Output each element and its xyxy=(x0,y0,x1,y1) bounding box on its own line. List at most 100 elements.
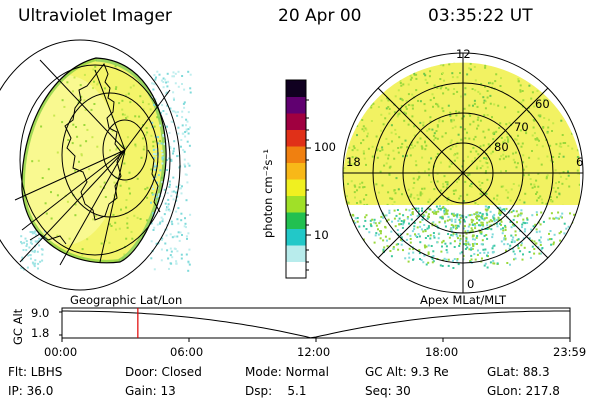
polar-panel-label: Apex MLat/MLT xyxy=(420,293,507,307)
polar-night-pixel xyxy=(542,220,545,223)
polar-pixel xyxy=(384,117,387,120)
polar-pixel xyxy=(506,196,509,199)
polar-night-pixel xyxy=(470,258,473,261)
geo-noise-pixel xyxy=(155,242,158,245)
polar-pixel xyxy=(429,120,432,123)
polar-pixel xyxy=(502,153,505,156)
polar-pixel xyxy=(363,81,366,84)
polar-night-pixel xyxy=(522,253,524,256)
polar-night-pixel xyxy=(485,209,488,212)
polar-pixel xyxy=(367,81,370,84)
polar-pixel xyxy=(356,189,358,192)
polar-pixel xyxy=(379,170,382,173)
polar-night-pixel xyxy=(496,225,499,228)
polar-pixel xyxy=(362,125,365,128)
polar-night-pixel xyxy=(352,220,355,223)
polar-pixel xyxy=(572,78,575,81)
polar-pixel xyxy=(424,170,426,173)
polar-pixel xyxy=(558,152,561,155)
geo-pixel xyxy=(56,234,59,237)
geo-noise-pixel xyxy=(33,263,36,266)
polar-pixel xyxy=(564,142,567,144)
polar-night-pixel xyxy=(484,248,487,251)
polar-night-pixel xyxy=(557,217,560,220)
polar-night-pixel xyxy=(486,266,489,269)
geo-noise-pixel xyxy=(166,169,169,171)
polar-pixel xyxy=(433,188,436,191)
polar-pixel xyxy=(385,162,388,165)
polar-pixel xyxy=(472,138,475,141)
geo-noise-pixel xyxy=(161,158,164,161)
polar-pixel xyxy=(343,114,346,117)
polar-pixel xyxy=(524,129,527,132)
polar-night-pixel xyxy=(493,213,496,216)
geo-noise-pixel xyxy=(165,234,168,237)
geo-noise-pixel xyxy=(170,250,173,253)
polar-night-pixel xyxy=(550,212,553,215)
polar-pixel xyxy=(393,157,396,160)
gain-field: Gain: 13 xyxy=(125,384,176,398)
polar-pixel xyxy=(525,66,528,69)
polar-pixel xyxy=(386,97,389,100)
polar-night-pixel xyxy=(519,214,522,217)
geo-noise-pixel xyxy=(182,102,185,105)
polar-pixel xyxy=(482,101,485,104)
polar-night-pixel xyxy=(476,243,478,245)
polar-pixel xyxy=(447,204,450,206)
polar-pixel xyxy=(564,67,567,70)
geo-pixel xyxy=(145,127,148,130)
polar-pixel xyxy=(421,147,424,150)
polar-night-pixel xyxy=(423,244,426,247)
polar-pixel xyxy=(529,63,532,66)
polar-pixel xyxy=(481,164,484,167)
polar-pixel xyxy=(432,134,435,137)
polar-night-pixel xyxy=(427,235,430,237)
geo-noise-pixel xyxy=(187,162,190,165)
polar-pixel xyxy=(486,96,489,99)
polar-pixel xyxy=(349,106,352,109)
polar-night-pixel xyxy=(380,215,383,218)
polar-pixel xyxy=(474,135,477,138)
polar-night-pixel xyxy=(454,221,457,223)
polar-night-pixel xyxy=(502,229,505,232)
polar-night-pixel xyxy=(391,220,393,223)
geo-noise-pixel xyxy=(176,218,179,221)
polar-pixel xyxy=(495,130,498,133)
geo-noise-pixel xyxy=(43,230,46,233)
geo-pixel xyxy=(113,181,116,184)
polar-night-pixel xyxy=(530,239,533,242)
polar-pixel xyxy=(484,62,487,65)
geo-noise-pixel xyxy=(41,259,44,262)
geo-pixel xyxy=(135,256,138,259)
polar-night-pixel xyxy=(514,257,517,260)
polar-pixel xyxy=(472,146,475,149)
geo-noise-pixel xyxy=(160,149,163,152)
polar-pixel xyxy=(430,181,433,183)
geo-noise-pixel xyxy=(159,111,162,114)
polar-pixel xyxy=(571,72,574,75)
polar-pixel xyxy=(351,207,353,209)
geo-noise-pixel xyxy=(172,190,175,193)
polar-night-pixel xyxy=(452,259,454,262)
polar-pixel xyxy=(449,206,451,208)
polar-pixel xyxy=(353,162,356,165)
polar-pixel xyxy=(409,147,412,150)
polar-night-pixel xyxy=(412,258,414,261)
geo-pixel xyxy=(80,95,83,98)
polar-night-pixel xyxy=(479,252,482,254)
polar-pixel xyxy=(468,173,471,176)
geo-noise-pixel xyxy=(153,74,156,77)
polar-night-pixel xyxy=(418,235,421,238)
polar-pixel xyxy=(522,161,525,164)
geo-pixel xyxy=(153,174,155,177)
geo-noise-pixel xyxy=(180,212,183,215)
polar-pixel xyxy=(545,74,548,77)
polar-pixel xyxy=(458,197,461,200)
polar-night-pixel xyxy=(445,208,447,211)
polar-pixel xyxy=(500,155,503,158)
polar-pixel xyxy=(381,184,384,187)
geo-noise-pixel xyxy=(25,240,28,243)
polar-pixel xyxy=(522,168,525,171)
geo-noise-pixel xyxy=(160,259,163,262)
polar-night-pixel xyxy=(477,214,480,216)
